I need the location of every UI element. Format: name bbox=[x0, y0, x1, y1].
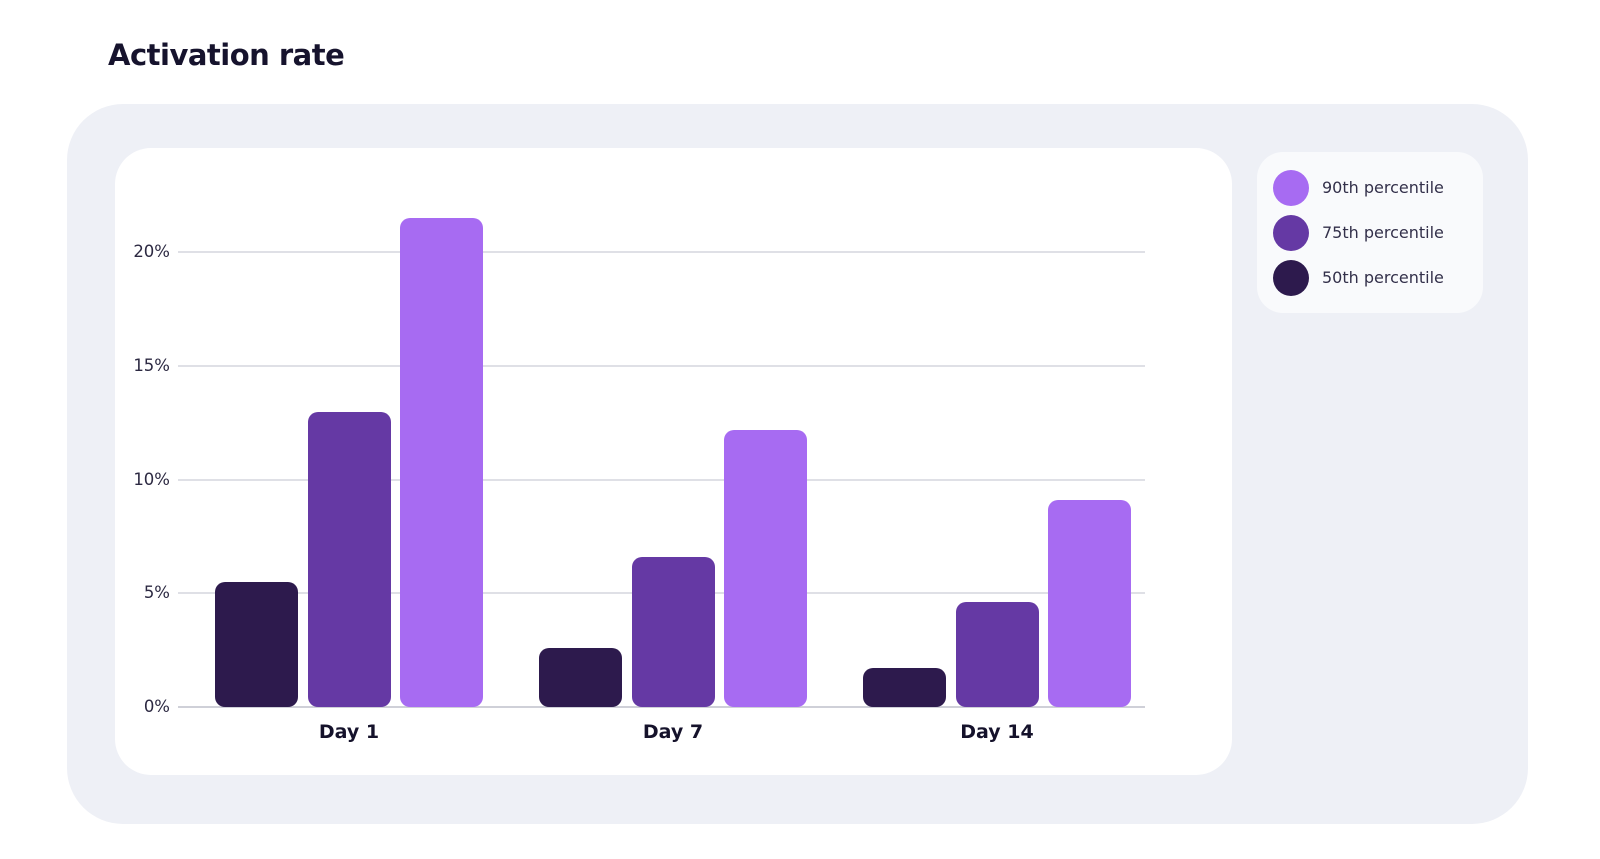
bar-day-7-90th-percentile[interactable] bbox=[724, 430, 807, 707]
bar-group-day-1 bbox=[215, 207, 483, 707]
bar-group-day-7 bbox=[539, 207, 807, 707]
bar-day-14-50th-percentile[interactable] bbox=[863, 668, 946, 707]
legend-swatch-50th-icon bbox=[1273, 259, 1309, 296]
bar-day-14-90th-percentile[interactable] bbox=[1048, 500, 1131, 707]
gridline bbox=[178, 365, 1145, 368]
bar-day-1-90th-percentile[interactable] bbox=[400, 218, 483, 707]
x-axis-label-day-7: Day 7 bbox=[642, 721, 704, 743]
bar-day-7-50th-percentile[interactable] bbox=[539, 648, 622, 707]
gridline bbox=[178, 251, 1145, 254]
y-axis-tick-label: 0% bbox=[143, 697, 170, 716]
legend-label: 90th percentile bbox=[1322, 178, 1444, 197]
page-title: Activation rate bbox=[108, 38, 345, 72]
y-axis-tick-label: 15% bbox=[133, 356, 170, 376]
y-axis-tick-label: 5% bbox=[143, 583, 170, 603]
bar-day-1-75th-percentile[interactable] bbox=[307, 412, 391, 707]
gridline bbox=[178, 478, 1145, 481]
legend-label: 75th percentile bbox=[1322, 223, 1444, 242]
x-axis-label-day-1: Day 1 bbox=[318, 721, 380, 743]
bar-group-day-14 bbox=[863, 207, 1131, 707]
legend-item-50th-percentile[interactable]: 50th percentile bbox=[1273, 255, 1467, 300]
chart-card: 0% 5% 10% 15% 20% Day 1 Day 7 Day 14 bbox=[115, 148, 1232, 775]
x-axis-baseline bbox=[178, 706, 1145, 708]
legend-item-90th-percentile[interactable]: 90th percentile bbox=[1273, 165, 1467, 210]
y-axis-tick-label: 20% bbox=[133, 242, 170, 262]
x-axis-label-day-14: Day 14 bbox=[960, 721, 1034, 743]
y-axis-tick-label: 10% bbox=[133, 469, 170, 489]
bar-day-7-75th-percentile[interactable] bbox=[631, 557, 715, 707]
bar-day-14-75th-percentile[interactable] bbox=[955, 602, 1039, 707]
legend-item-75th-percentile[interactable]: 75th percentile bbox=[1273, 210, 1467, 255]
chart-panel: 0% 5% 10% 15% 20% Day 1 Day 7 Day 14 90th perce… bbox=[67, 104, 1528, 824]
legend-swatch-75th-icon bbox=[1273, 214, 1309, 251]
bar-day-1-50th-percentile[interactable] bbox=[215, 582, 298, 707]
legend-swatch-90th-icon bbox=[1273, 169, 1309, 206]
legend-label: 50th percentile bbox=[1322, 268, 1444, 287]
chart-legend: 90th percentile 75th percentile 50th per… bbox=[1257, 152, 1483, 313]
